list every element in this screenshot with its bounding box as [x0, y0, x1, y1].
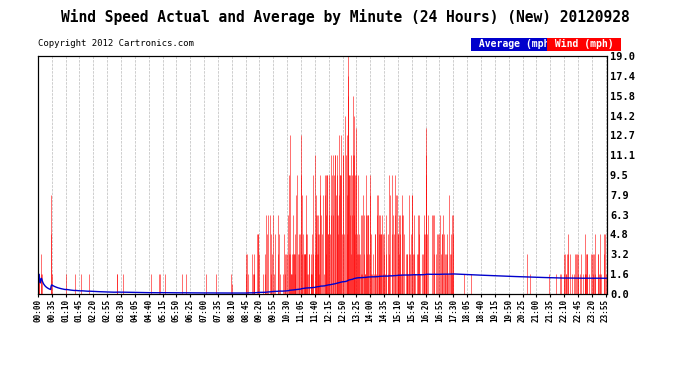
Text: Average (mph): Average (mph)	[473, 39, 561, 50]
Text: Wind (mph): Wind (mph)	[549, 39, 619, 50]
Text: Wind Speed Actual and Average by Minute (24 Hours) (New) 20120928: Wind Speed Actual and Average by Minute …	[61, 9, 629, 26]
Text: Copyright 2012 Cartronics.com: Copyright 2012 Cartronics.com	[38, 39, 194, 48]
